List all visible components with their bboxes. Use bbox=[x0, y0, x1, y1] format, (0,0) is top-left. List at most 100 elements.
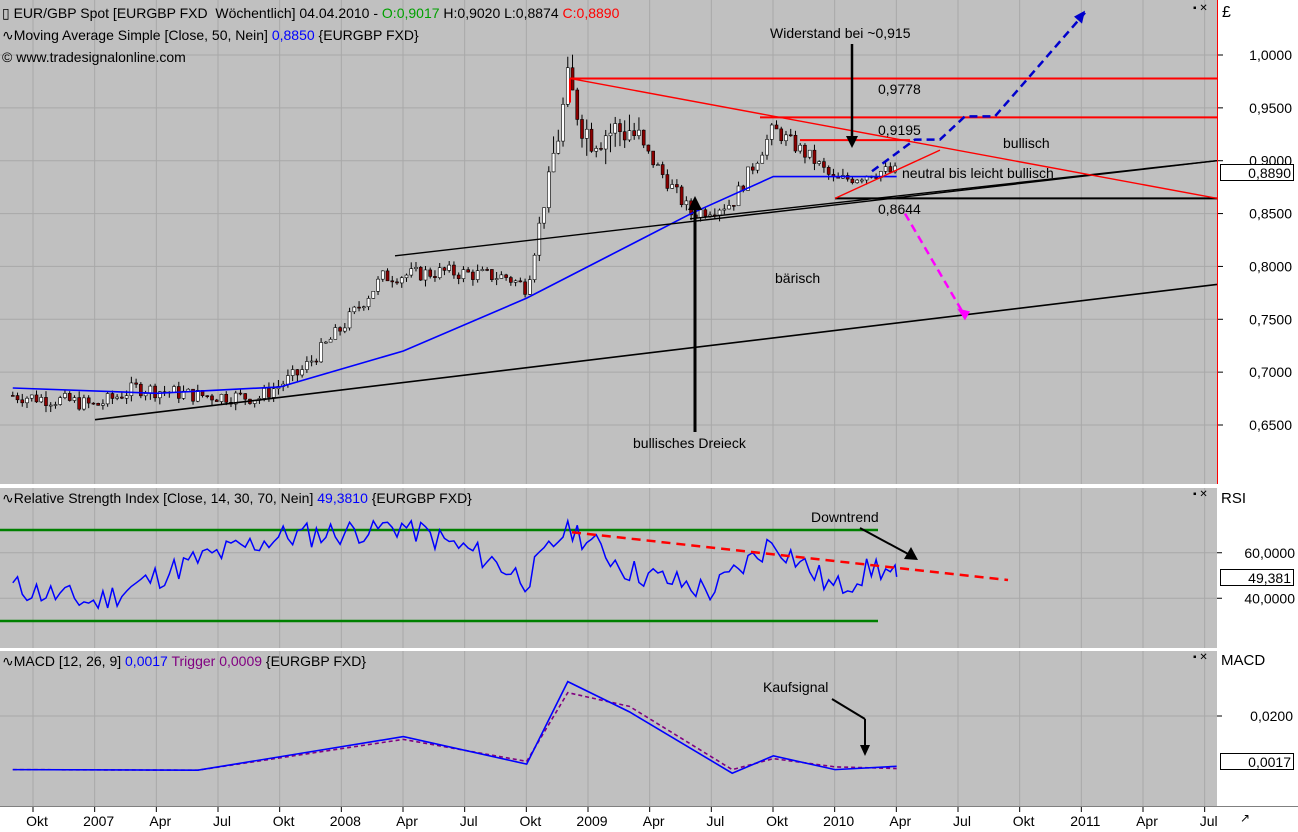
price-candle-body bbox=[603, 135, 608, 150]
price-candle-body bbox=[551, 152, 556, 173]
price-candle-body bbox=[613, 123, 618, 134]
copyright: © www.tradesignalonline.com bbox=[2, 49, 186, 65]
price-candle-body bbox=[25, 397, 29, 404]
price-candle-body bbox=[120, 396, 124, 399]
panel-divider[interactable] bbox=[0, 484, 1298, 488]
time-axis-label: Jul bbox=[460, 813, 478, 829]
price-candle-body bbox=[77, 397, 81, 410]
triangle-red-line bbox=[834, 149, 941, 199]
price-candle-body bbox=[698, 209, 703, 218]
price-panel: Widerstand bei ~0,915 0,9778 0,9195 0,8644 b… bbox=[0, 0, 1217, 484]
price-candle-body bbox=[608, 132, 613, 137]
bullish-projection-arrowhead bbox=[1074, 10, 1085, 24]
price-candle-body bbox=[817, 161, 821, 164]
price-candle-body bbox=[807, 149, 812, 158]
price-candle-body bbox=[883, 166, 888, 172]
price-candle-body bbox=[385, 270, 390, 282]
time-axis-label: Apr bbox=[149, 813, 171, 829]
price-candle-body bbox=[395, 281, 399, 284]
descending-resistance-line bbox=[569, 77, 1217, 200]
macd-value: 0,0017 bbox=[125, 653, 168, 669]
price-candle-body bbox=[414, 267, 418, 269]
level-mid-label: 0,9195 bbox=[878, 122, 921, 138]
price-candle-body bbox=[210, 395, 214, 401]
price-axis-ticks: 1,00000,95000,90000,85000,80000,75000,70… bbox=[1218, 47, 1292, 433]
price-candle-body bbox=[618, 123, 622, 133]
macd-trigger-line bbox=[12, 691, 897, 771]
bullish-projection-arrow bbox=[871, 11, 1086, 173]
price-candle-body bbox=[191, 388, 195, 402]
price-candle-body bbox=[565, 67, 570, 105]
price-candle-body bbox=[409, 268, 414, 276]
bearish-label: bärisch bbox=[775, 270, 820, 286]
price-candle-body bbox=[822, 161, 826, 168]
macd-axis: MACD 0,0200 bbox=[1217, 651, 1298, 806]
price-candle-body bbox=[485, 269, 489, 271]
price-candle-body bbox=[490, 269, 494, 280]
price-candle-body bbox=[224, 394, 229, 403]
price-candle-body bbox=[437, 267, 442, 279]
price-candle-body bbox=[755, 162, 760, 171]
macd-panel: Kaufsignal ∿MACD [12, 26, 9] 0,0017 Trig… bbox=[0, 651, 1217, 806]
price-candle-body bbox=[362, 306, 366, 309]
price-candle-body bbox=[475, 270, 480, 280]
price-current-value: 0,8890 bbox=[1220, 164, 1294, 181]
neutral-label: neutral bis leicht bullisch bbox=[902, 165, 1054, 181]
price-candle-body bbox=[528, 279, 532, 295]
panel-divider[interactable] bbox=[0, 648, 1298, 651]
macd-header: ∿MACD [12, 26, 9] 0,0017 Trigger 0,0009 … bbox=[2, 652, 366, 670]
price-candle-body bbox=[314, 360, 319, 363]
price-candle-body bbox=[428, 269, 433, 277]
price-candle-body bbox=[371, 290, 376, 299]
price-candle-body bbox=[423, 269, 428, 281]
price-candle-body bbox=[665, 174, 670, 189]
macd-axis-title: MACD bbox=[1221, 652, 1266, 669]
price-candle-body bbox=[376, 278, 380, 292]
price-candle-body bbox=[793, 134, 798, 152]
triangle-arrowhead bbox=[688, 196, 702, 210]
price-candle-body bbox=[129, 382, 134, 396]
price-candle-body bbox=[556, 140, 561, 154]
macd-chart: Kaufsignal bbox=[0, 651, 1217, 806]
price-axis-label: 0,8000 bbox=[1249, 258, 1292, 274]
price-candle-body bbox=[390, 280, 395, 283]
macd-window-controls[interactable]: ▪ ✕ bbox=[1193, 652, 1208, 663]
price-candle-body bbox=[727, 205, 731, 210]
price-candle-body bbox=[499, 274, 504, 279]
time-axis-label: 2008 bbox=[330, 813, 361, 829]
price-candle-body bbox=[504, 274, 508, 278]
price-candle-body bbox=[769, 124, 774, 140]
price-candle-body bbox=[532, 254, 537, 280]
time-axis[interactable]: Okt 2007 Apr Jul Okt 2008 Apr Jul Okt 2009 Apr Jul O… bbox=[0, 806, 1298, 832]
macd-suffix: {EURGBP FXD} bbox=[262, 653, 367, 669]
price-candle-body bbox=[300, 369, 304, 376]
macd-icon: ∿ bbox=[2, 653, 14, 669]
time-axis-label: Okt bbox=[766, 813, 788, 829]
scroll-corner-icon[interactable]: ↗ bbox=[1240, 811, 1251, 825]
price-candle-body bbox=[580, 119, 584, 139]
panel-window-controls[interactable]: ▪ ✕ bbox=[1193, 3, 1208, 14]
price-candle-body bbox=[366, 298, 371, 308]
price-candle-body bbox=[779, 128, 784, 142]
price-candle-body bbox=[826, 167, 831, 175]
buy-signal-arrow-1 bbox=[831, 698, 866, 720]
price-candle-body bbox=[53, 404, 58, 406]
time-axis-label: Jul bbox=[706, 813, 724, 829]
price-candle-body bbox=[324, 341, 328, 344]
price-candle-body bbox=[675, 184, 679, 188]
price-candle-body bbox=[357, 306, 361, 309]
price-candle-body bbox=[471, 271, 475, 280]
close-value: C:0,8890 bbox=[562, 5, 620, 21]
price-candle-body bbox=[703, 209, 708, 217]
high-low-value: H:0,9020 L:0,8874 bbox=[439, 5, 563, 21]
price-candle-body bbox=[637, 129, 641, 136]
price-axis-label: 0,8500 bbox=[1249, 206, 1292, 222]
price-candle-body bbox=[290, 369, 295, 376]
price-candle-body bbox=[347, 311, 352, 329]
price-candle-body bbox=[732, 205, 736, 207]
price-candle-body bbox=[798, 144, 803, 152]
rsi-icon: ∿ bbox=[2, 490, 14, 506]
rsi-window-controls[interactable]: ▪ ✕ bbox=[1193, 489, 1208, 500]
level-low-label: 0,8644 bbox=[878, 201, 921, 217]
trigger-value: 0,0009 bbox=[219, 653, 263, 669]
